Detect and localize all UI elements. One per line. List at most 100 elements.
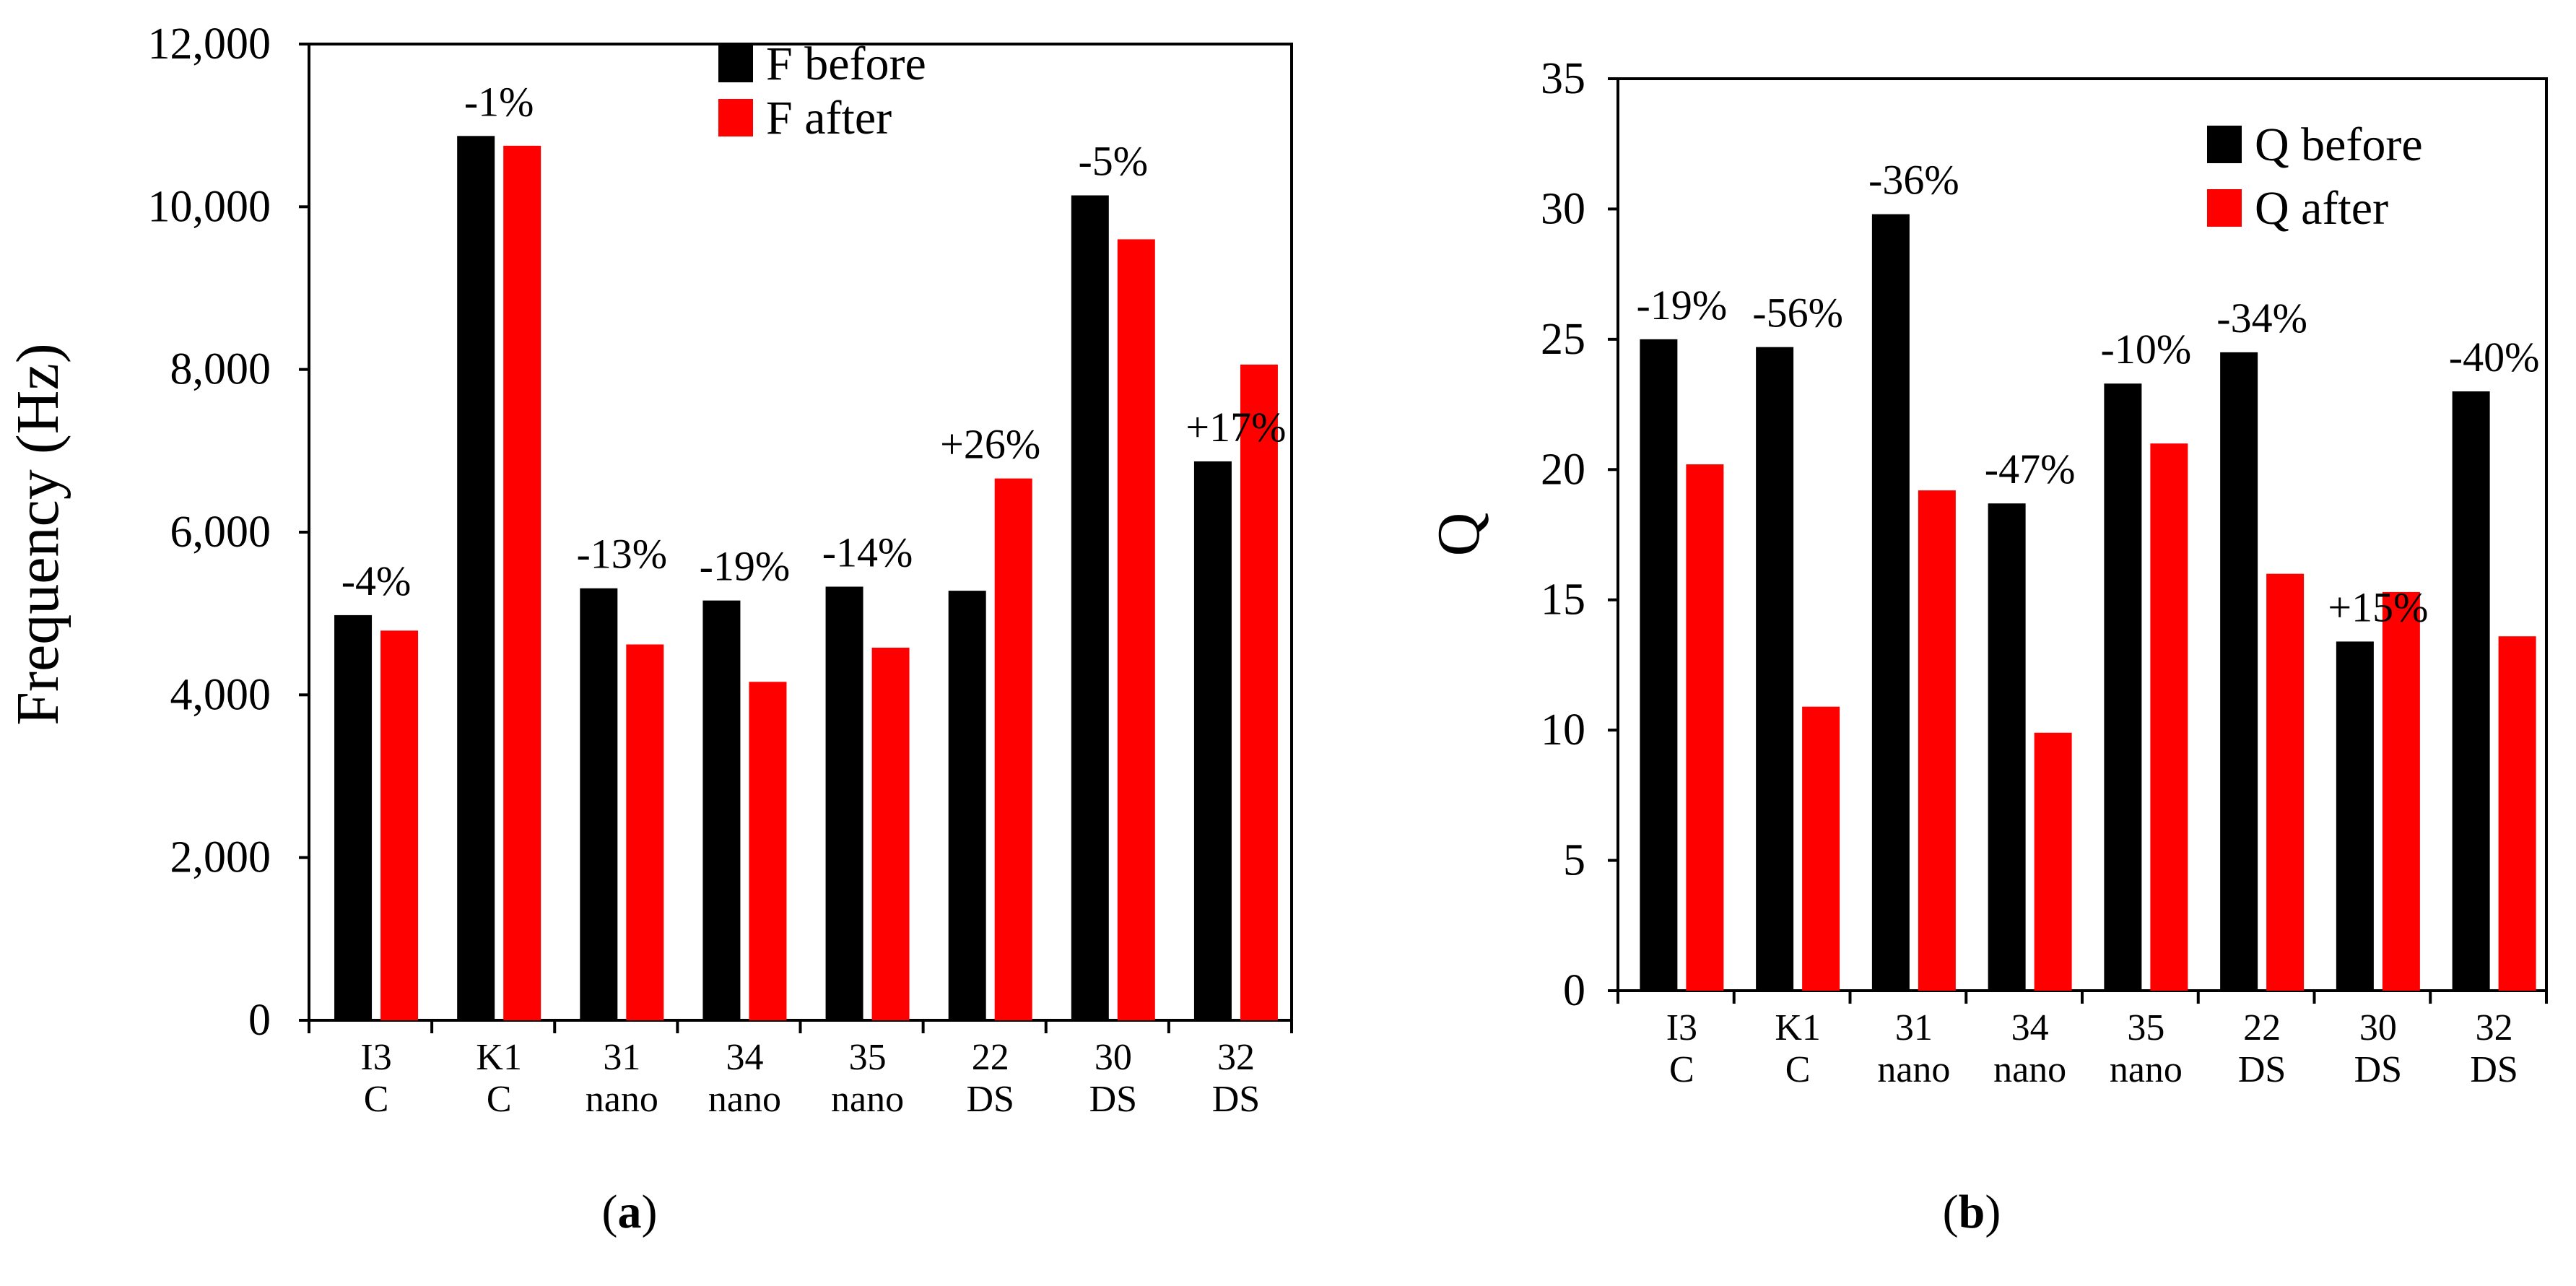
legend-label: F after [766,92,892,144]
bar-q-after [2498,636,2536,991]
y-tick-label: 12,000 [148,19,271,69]
x-tick-label: 34 [2011,1007,2049,1048]
bar-q-before [2336,641,2374,991]
panel-label: (a) [602,1186,658,1238]
y-tick-label: 4,000 [170,670,271,719]
x-tick-label: 32 [2476,1007,2513,1048]
x-tick-label: DS [2470,1049,2518,1090]
y-tick-label: 0 [1563,966,1585,1015]
x-tick-label: 31 [1895,1007,1933,1048]
bar-f-before [1071,195,1109,1020]
x-tick-label: nano [2110,1049,2183,1090]
legend-swatch [718,99,753,136]
percent-change-label: -1% [464,78,534,125]
y-tick-label: 35 [1541,54,1585,103]
x-tick-label: 30 [1095,1037,1132,1078]
bar-q-after [1686,464,1724,991]
percent-change-label: +26% [940,421,1040,468]
bar-q-before [2220,352,2258,991]
bar-q-after [2034,732,2072,991]
x-tick-label: C [1785,1049,1811,1090]
bar-q-after [2150,443,2188,991]
bar-q-after [1918,490,1956,991]
y-tick-label: 5 [1563,836,1585,885]
x-tick-label: DS [1212,1079,1260,1120]
x-tick-label: 35 [2127,1007,2164,1048]
x-tick-label: nano [586,1079,658,1120]
bar-f-after [626,644,664,1020]
bar-q-before [1988,503,2026,991]
percent-change-label: -47% [1985,446,2076,492]
percent-change-label: -13% [576,531,667,578]
x-tick-label: C [487,1079,512,1120]
x-tick-label: DS [2238,1049,2286,1090]
percent-change-label: +17% [1185,404,1286,451]
bar-f-after [503,145,541,1020]
percent-change-label: -14% [822,529,913,575]
bar-q-before [2104,383,2142,991]
y-tick-label: 6,000 [170,508,271,557]
x-tick-label: nano [831,1079,904,1120]
y-tick-label: 2,000 [170,833,271,882]
x-tick-label: C [1669,1049,1694,1090]
percent-change-label: -34% [2216,295,2307,342]
x-tick-label: 32 [1217,1037,1255,1078]
y-axis-title: Q [1425,513,1492,557]
x-tick-label: DS [966,1079,1014,1120]
x-tick-label: 31 [603,1037,640,1078]
legend-label: Q before [2255,118,2423,171]
percent-change-label: -40% [2449,334,2540,381]
bar-q-after [2382,591,2420,991]
bar-f-before [825,586,863,1020]
panel-letter: b [1959,1186,1985,1238]
y-tick-label: 25 [1541,315,1585,364]
bar-f-after [871,647,910,1020]
bar-q-after [1802,706,1840,991]
y-tick-label: 10,000 [148,182,271,231]
x-tick-label: K1 [476,1037,522,1078]
bar-f-before [948,591,986,1020]
percent-change-label: -19% [1637,282,1728,329]
x-tick-label: C [364,1079,389,1120]
x-tick-label: K1 [1775,1007,1821,1048]
x-tick-label: 22 [972,1037,1009,1078]
legend-label: F before [766,38,926,90]
legend-swatch [718,45,753,82]
chart-panel-b: 05101520253035Q-19%I3C-56%K1C-36%31nano-… [1425,54,2548,1238]
x-tick-label: nano [1877,1049,1950,1090]
x-tick-label: DS [2354,1049,2402,1090]
bar-q-before [1871,214,1910,991]
bar-q-before [2452,391,2490,991]
percent-change-label: -36% [1868,157,1959,204]
bar-f-before [334,614,373,1020]
bar-f-after [380,630,419,1020]
percent-change-label: +15% [2328,583,2428,630]
percent-change-label: -10% [2101,326,2192,373]
y-tick-label: 10 [1541,705,1585,755]
legend-swatch [2207,126,2242,163]
x-tick-label: nano [708,1079,781,1120]
x-tick-label: DS [1089,1079,1137,1120]
percent-change-label: -5% [1078,138,1148,185]
bar-q-after [2266,573,2305,991]
percent-change-label: -19% [700,543,791,590]
y-tick-label: 15 [1541,575,1585,625]
y-tick-label: 8,000 [170,345,271,394]
bar-f-before [580,588,618,1020]
x-tick-label: 35 [849,1037,887,1078]
x-tick-label: I3 [360,1037,391,1078]
bar-f-before [702,600,741,1020]
bar-f-after [749,682,787,1020]
chart-panel-a: 0 2,000 4,000 6,000 8,000 10,000 12,000 Frequen… [4,19,1293,1238]
bar-q-before [1756,347,1794,991]
x-tick-label: 34 [726,1037,763,1078]
bar-q-before [1640,339,1678,991]
y-axis-title: Frequency (Hz) [4,343,71,725]
bar-f-after [1117,239,1155,1020]
bar-f-before [457,136,495,1020]
y-tick-label: 0 [248,996,271,1045]
y-tick-label: 20 [1541,445,1585,494]
percent-change-label: -4% [341,557,412,604]
bar-f-before [1193,461,1232,1020]
